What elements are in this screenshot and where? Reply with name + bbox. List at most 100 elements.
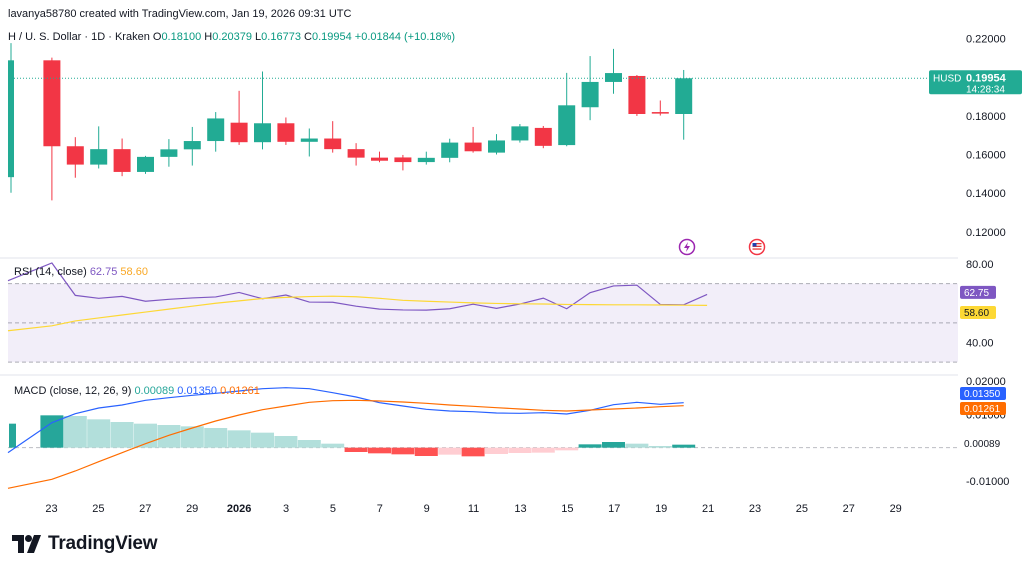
- candle: [324, 121, 342, 153]
- time-axis-tick: 25: [796, 503, 808, 515]
- price-axis-tick: 0.16000: [966, 150, 1006, 162]
- candle: [488, 134, 505, 155]
- macd-signal-legend-value: 0.01261: [220, 385, 260, 397]
- candle: [207, 112, 225, 152]
- candle: [43, 57, 61, 201]
- macd-histogram-bar: [297, 440, 321, 448]
- flag-stripe: [752, 243, 762, 245]
- time-axis-tick: 23: [749, 503, 761, 515]
- tradingview-logo-icon: [12, 535, 41, 553]
- candle: [66, 137, 84, 178]
- time-axis-tick: 2026: [227, 503, 251, 515]
- price-tag-countdown: 14:28:34: [966, 84, 1005, 95]
- candle: [8, 43, 14, 193]
- time-axis-tick: 27: [139, 503, 151, 515]
- ohlc-h-value: 0.20379: [212, 31, 255, 43]
- macd-histogram-bar: [508, 447, 532, 453]
- chart-caption: lavanya58780 created with TradingView.co…: [8, 8, 352, 20]
- candle-body: [511, 126, 529, 141]
- candle: [417, 151, 435, 165]
- candle-body: [183, 141, 201, 150]
- candle: [511, 124, 529, 143]
- macd-histogram-bar: [251, 432, 274, 448]
- candle-body: [207, 118, 225, 142]
- macd-legend: MACD (close, 12, 26, 9) 0.00089 0.01350 …: [14, 385, 260, 397]
- price-tag-symbol: HUSD: [933, 73, 961, 84]
- rsi-value-tag-text: 62.75: [964, 288, 989, 299]
- macd-value-tag-text: 0.01350: [964, 389, 1001, 400]
- candle: [371, 151, 388, 163]
- last-price-tag: [929, 70, 1022, 95]
- candle-body: [628, 75, 646, 114]
- rsi-legend-value: 62.75: [90, 266, 121, 278]
- candle: [558, 72, 576, 147]
- time-axis-tick: 29: [186, 503, 198, 515]
- candle: [347, 143, 365, 166]
- macd-histogram-bar: [63, 416, 87, 448]
- rsi-legend-title: RSI (14, close): [14, 266, 90, 278]
- macd-histogram-bar: [461, 447, 485, 457]
- candle-body: [347, 149, 365, 158]
- candle: [394, 154, 412, 171]
- macd-value-tag-text: 0.00089: [964, 439, 1001, 450]
- macd-value-tag: [960, 402, 1006, 415]
- candle: [183, 126, 201, 166]
- lightning-glyph: [684, 242, 690, 252]
- candle-body: [558, 105, 576, 146]
- time-axis-tick: 19: [655, 503, 667, 515]
- rsi-ma-line: [7, 295, 708, 332]
- macd-histogram-bar: [227, 430, 251, 448]
- time-axis-tick: 23: [45, 503, 57, 515]
- time-axis-tick: 3: [283, 503, 289, 515]
- macd-axis-tick: 0.02000: [966, 376, 1006, 388]
- time-axis-tick: 13: [514, 503, 526, 515]
- rsi-value-tag: [960, 305, 996, 319]
- macd-histogram-bar: [414, 447, 438, 456]
- us-flag-marker-icon: [748, 238, 766, 256]
- candle-body: [160, 149, 178, 157]
- candle-body: [8, 60, 14, 178]
- candle-body: [417, 157, 435, 163]
- rsi-value-tag-text: 58.60: [964, 308, 989, 319]
- candle-body: [277, 123, 295, 142]
- macd-value-tag: [960, 387, 1006, 400]
- time-axis-tick: 27: [843, 503, 855, 515]
- macd-histogram-bar: [40, 415, 64, 448]
- candle-body: [441, 142, 459, 158]
- macd-line: [7, 387, 684, 454]
- candle: [300, 128, 318, 157]
- price-axis-tick: 0.18000: [966, 111, 1006, 123]
- macd-histogram-bar: [87, 419, 111, 448]
- candle-body: [300, 138, 318, 142]
- price-axis-tick: 0.22000: [966, 34, 1006, 46]
- price-tag-value: 0.19954: [966, 72, 1007, 84]
- trading-chart[interactable]: H / U. S. Dollar · 1D · Kraken O0.18100 …: [0, 0, 1024, 530]
- macd-histogram-bar: [602, 442, 625, 448]
- candle-body: [137, 156, 154, 172]
- candle-body: [324, 138, 342, 150]
- ohlc-c-label: C: [304, 31, 312, 43]
- candle-body: [43, 60, 61, 147]
- flag-stripe: [752, 245, 762, 247]
- candle: [160, 139, 178, 167]
- candle-body: [66, 146, 84, 165]
- rsi-legend: RSI (14, close) 62.75 58.60: [14, 266, 148, 278]
- time-axis-tick: 15: [561, 503, 573, 515]
- flag-canton: [752, 243, 757, 247]
- candle-body: [675, 78, 693, 114]
- candle: [137, 155, 154, 174]
- candle-body: [254, 123, 271, 143]
- ohlc-o-value: 0.18100: [161, 31, 204, 43]
- time-axis-tick: 17: [608, 503, 620, 515]
- ohlc-o-label: O: [153, 31, 162, 43]
- macd-histogram-bar: [274, 436, 298, 448]
- rsi-axis-tick: 40.00: [966, 338, 994, 350]
- macd-legend-value: 0.01350: [177, 385, 220, 397]
- rsi-axis-tick: 80.00: [966, 259, 994, 271]
- macd-hist-legend-value: 0.00089: [134, 385, 177, 397]
- macd-histogram-bar: [555, 447, 579, 451]
- macd-histogram-bar: [531, 447, 555, 453]
- macd-histogram-bar: [368, 447, 391, 454]
- macd-histogram-bar: [204, 428, 228, 448]
